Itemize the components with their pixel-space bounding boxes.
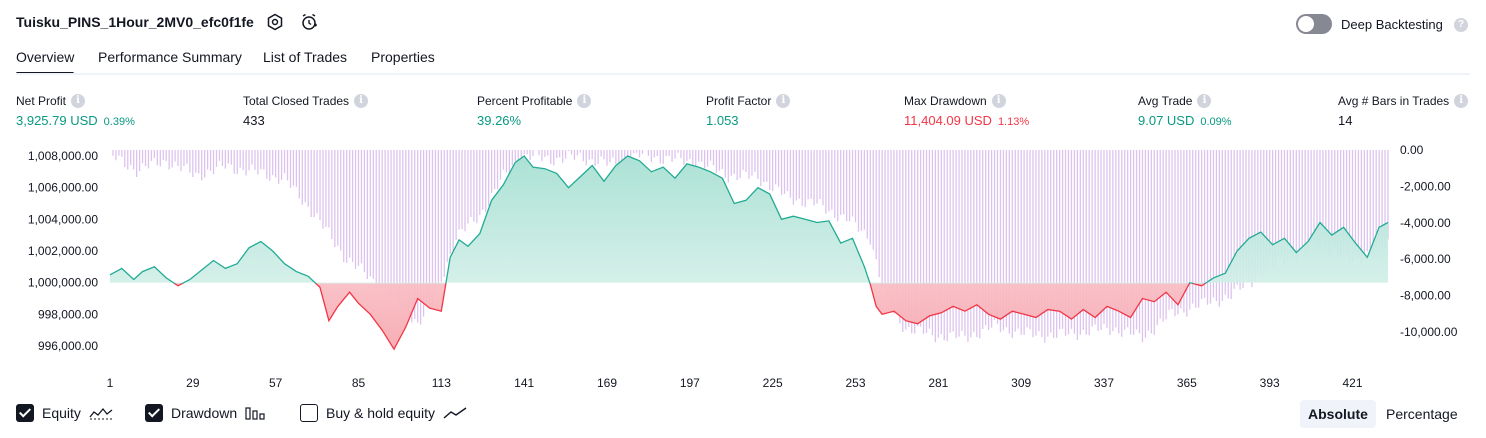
x-tick-label: 309 bbox=[1011, 376, 1031, 390]
info-icon[interactable]: i bbox=[1197, 94, 1212, 108]
metric-label: Avg # Bars in Trades bbox=[1338, 94, 1450, 108]
metric-avg-trade: Avg Trade i 9.07 USD 0.09% bbox=[1138, 94, 1232, 128]
left-tick-label: 1,008,000.00 bbox=[28, 149, 98, 163]
equity-legend-label: Equity bbox=[42, 405, 81, 421]
metric-value: 3,925.79 USD bbox=[16, 113, 98, 128]
left-tick-label: 1,002,000.00 bbox=[28, 244, 98, 258]
equity-loss-area bbox=[174, 283, 1206, 350]
info-icon[interactable]: i bbox=[71, 94, 86, 108]
buy-hold-line-icon bbox=[443, 407, 467, 419]
metric-net-profit: Net Profit i 3,925.79 USD 0.39% bbox=[16, 94, 135, 128]
left-tick-label: 1,006,000.00 bbox=[28, 181, 98, 195]
right-tick-label: -2,000.00 bbox=[1400, 179, 1451, 193]
x-tick-label: 281 bbox=[928, 376, 948, 390]
metric-label: Avg Trade bbox=[1138, 94, 1193, 108]
x-tick-label: 365 bbox=[1177, 376, 1197, 390]
info-icon[interactable]: i bbox=[991, 94, 1006, 108]
right-tick-label: -6,000.00 bbox=[1400, 252, 1451, 266]
left-tick-label: 998,000.00 bbox=[38, 307, 98, 321]
drawdown-checkbox[interactable] bbox=[145, 404, 163, 422]
left-tick-label: 1,004,000.00 bbox=[28, 212, 98, 226]
tab-overview[interactable]: Overview bbox=[16, 49, 75, 75]
right-tick-label: -4,000.00 bbox=[1400, 216, 1451, 230]
x-tick-label: 169 bbox=[597, 376, 617, 390]
right-tick-label: -8,000.00 bbox=[1400, 289, 1451, 303]
legend-equity[interactable]: Equity bbox=[16, 404, 113, 422]
drawdown-bars-icon bbox=[245, 407, 265, 420]
equity-line bbox=[109, 155, 1389, 284]
metric-total-closed-trades: Total Closed Trades i 433 bbox=[243, 94, 369, 128]
left-axis: 1,008,000.00 1,006,000.00 1,004,000.00 1,00… bbox=[28, 149, 98, 353]
x-tick-label: 197 bbox=[680, 376, 700, 390]
metric-max-drawdown: Max Drawdown i 11,404.09 USD 1.13% bbox=[904, 94, 1029, 128]
metric-percent: 0.39% bbox=[103, 116, 135, 128]
equity-layer bbox=[109, 155, 1389, 351]
info-icon[interactable]: i bbox=[577, 94, 592, 108]
right-tick-label: 0.00 bbox=[1400, 143, 1424, 157]
x-tick-label: 141 bbox=[514, 376, 534, 390]
x-tick-label: 393 bbox=[1260, 376, 1280, 390]
x-tick-label: 225 bbox=[763, 376, 783, 390]
right-axis: 0.00 -2,000.00 -4,000.00 -6,000.00 -8,000.00… bbox=[1400, 143, 1458, 339]
metric-value: 11,404.09 USD bbox=[904, 113, 992, 128]
x-tick-label: 421 bbox=[1342, 376, 1362, 390]
help-icon[interactable]: ? bbox=[1454, 18, 1468, 32]
deep-backtesting-toggle[interactable] bbox=[1296, 14, 1332, 34]
metric-percent: 1.13% bbox=[997, 116, 1030, 128]
left-tick-label: 996,000.00 bbox=[38, 339, 98, 353]
tab-divider bbox=[16, 73, 1470, 75]
tab-properties[interactable]: Properties bbox=[371, 49, 435, 65]
metric-value: 14 bbox=[1338, 113, 1353, 128]
x-tick-label: 337 bbox=[1094, 376, 1114, 390]
absolute-button[interactable]: Absolute bbox=[1300, 400, 1376, 428]
metric-value: 39.26% bbox=[477, 113, 522, 128]
metric-label: Profit Factor bbox=[706, 94, 772, 108]
metric-label: Net Profit bbox=[16, 94, 67, 108]
x-axis: 1 29 57 85 113 141 169 197 225 253 281 309 337 365 393… bbox=[107, 376, 1363, 390]
metric-label: Total Closed Trades bbox=[243, 94, 350, 108]
metric-value: 9.07 USD bbox=[1138, 113, 1195, 128]
alarm-clock-icon[interactable] bbox=[300, 13, 318, 31]
percentage-button[interactable]: Percentage bbox=[1386, 406, 1458, 422]
tab-list-of-trades[interactable]: List of Trades bbox=[263, 49, 348, 65]
metric-percent-profitable: Percent Profitable i 39.26% bbox=[477, 94, 592, 128]
x-tick-label: 1 bbox=[107, 376, 114, 390]
toggle-knob bbox=[1298, 16, 1314, 32]
buy-hold-legend-label: Buy & hold equity bbox=[326, 405, 435, 421]
equity-checkbox[interactable] bbox=[16, 404, 34, 422]
info-icon[interactable]: i bbox=[1454, 94, 1469, 108]
equity-profit-area bbox=[110, 156, 1388, 284]
equity-line-icon bbox=[89, 407, 113, 420]
metric-value: 1.053 bbox=[706, 113, 739, 128]
metric-label: Max Drawdown bbox=[904, 94, 987, 108]
metric-percent: 0.09% bbox=[1200, 116, 1232, 128]
metric-avg-bars-in-trades: Avg # Bars in Trades i 14 bbox=[1338, 94, 1469, 128]
drawdown-bars bbox=[112, 150, 1389, 343]
x-tick-label: 253 bbox=[845, 376, 865, 390]
settings-hex-icon[interactable] bbox=[266, 13, 284, 31]
buy-hold-checkbox[interactable] bbox=[300, 404, 318, 422]
deep-backtesting-label: Deep Backtesting bbox=[1341, 17, 1443, 32]
metric-profit-factor: Profit Factor i 1.053 bbox=[706, 94, 791, 128]
tab-performance-summary[interactable]: Performance Summary bbox=[98, 49, 242, 65]
x-tick-label: 57 bbox=[269, 376, 283, 390]
x-tick-label: 29 bbox=[186, 376, 200, 390]
metric-label: Percent Profitable bbox=[477, 94, 573, 108]
equity-loss-line bbox=[173, 283, 1207, 351]
info-icon[interactable]: i bbox=[354, 94, 369, 108]
legend-drawdown[interactable]: Drawdown bbox=[145, 404, 267, 422]
legend-buy-hold[interactable]: Buy & hold equity bbox=[300, 404, 467, 422]
info-icon[interactable]: i bbox=[776, 94, 791, 108]
x-tick-label: 113 bbox=[432, 376, 451, 390]
left-tick-label: 1,000,000.00 bbox=[28, 276, 98, 290]
x-tick-label: 85 bbox=[352, 376, 366, 390]
strategy-title: Tuisku_PINS_1Hour_2MV0_efc0f1fe bbox=[16, 14, 254, 30]
metric-value: 433 bbox=[243, 113, 265, 128]
drawdown-legend-label: Drawdown bbox=[171, 405, 238, 421]
equity-drawdown-chart[interactable]: 1,008,000.00 1,006,000.00 1,004,000.00 1,00… bbox=[0, 140, 1486, 390]
right-tick-label: -10,000.00 bbox=[1400, 325, 1458, 339]
